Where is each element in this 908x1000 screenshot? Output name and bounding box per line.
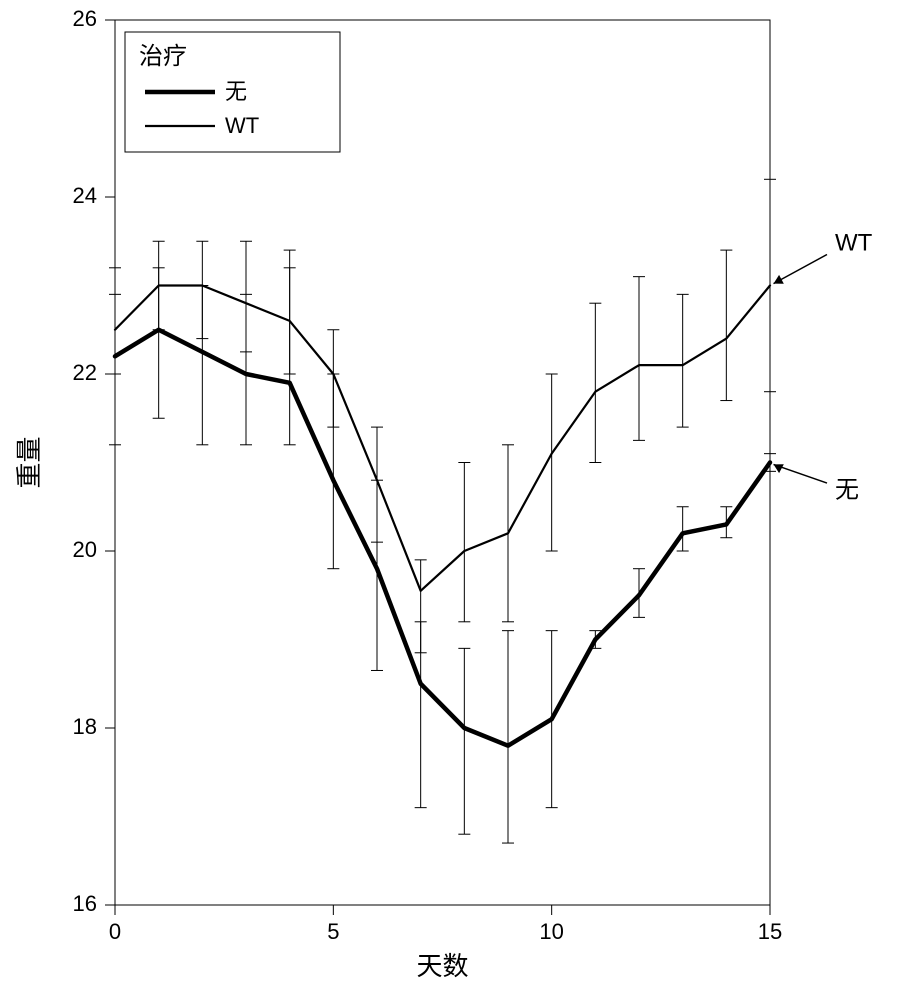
y-tick-label: 24 <box>73 183 97 208</box>
x-tick-label: 10 <box>539 919 563 944</box>
x-axis-label: 天数 <box>416 951 468 981</box>
legend: 治疗无 WT <box>125 32 340 152</box>
x-tick-label: 5 <box>327 919 339 944</box>
y-tick-label: 16 <box>73 891 97 916</box>
x-tick-label: 15 <box>758 919 782 944</box>
y-tick-label: 18 <box>73 714 97 739</box>
legend-title: 治疗 <box>139 43 187 70</box>
line-chart: 16 18 20 22 24 26 0 5 10 15 重量天数 WT 无 治疗无 WT <box>0 0 908 1000</box>
annotation-label: WT <box>835 230 873 257</box>
y-tick-label: 22 <box>73 360 97 385</box>
annotation-label: 无 <box>835 477 859 504</box>
y-axis-label: 重量 <box>14 436 44 488</box>
y-tick-label: 26 <box>73 6 97 31</box>
legend-item-label: WT <box>225 113 259 138</box>
x-tick-label: 0 <box>109 919 121 944</box>
chart-container: 16 18 20 22 24 26 0 5 10 15 重量天数 WT 无 治疗无 WT <box>0 0 908 1000</box>
legend-item-label: 无 <box>225 79 247 104</box>
y-tick-label: 20 <box>73 537 97 562</box>
